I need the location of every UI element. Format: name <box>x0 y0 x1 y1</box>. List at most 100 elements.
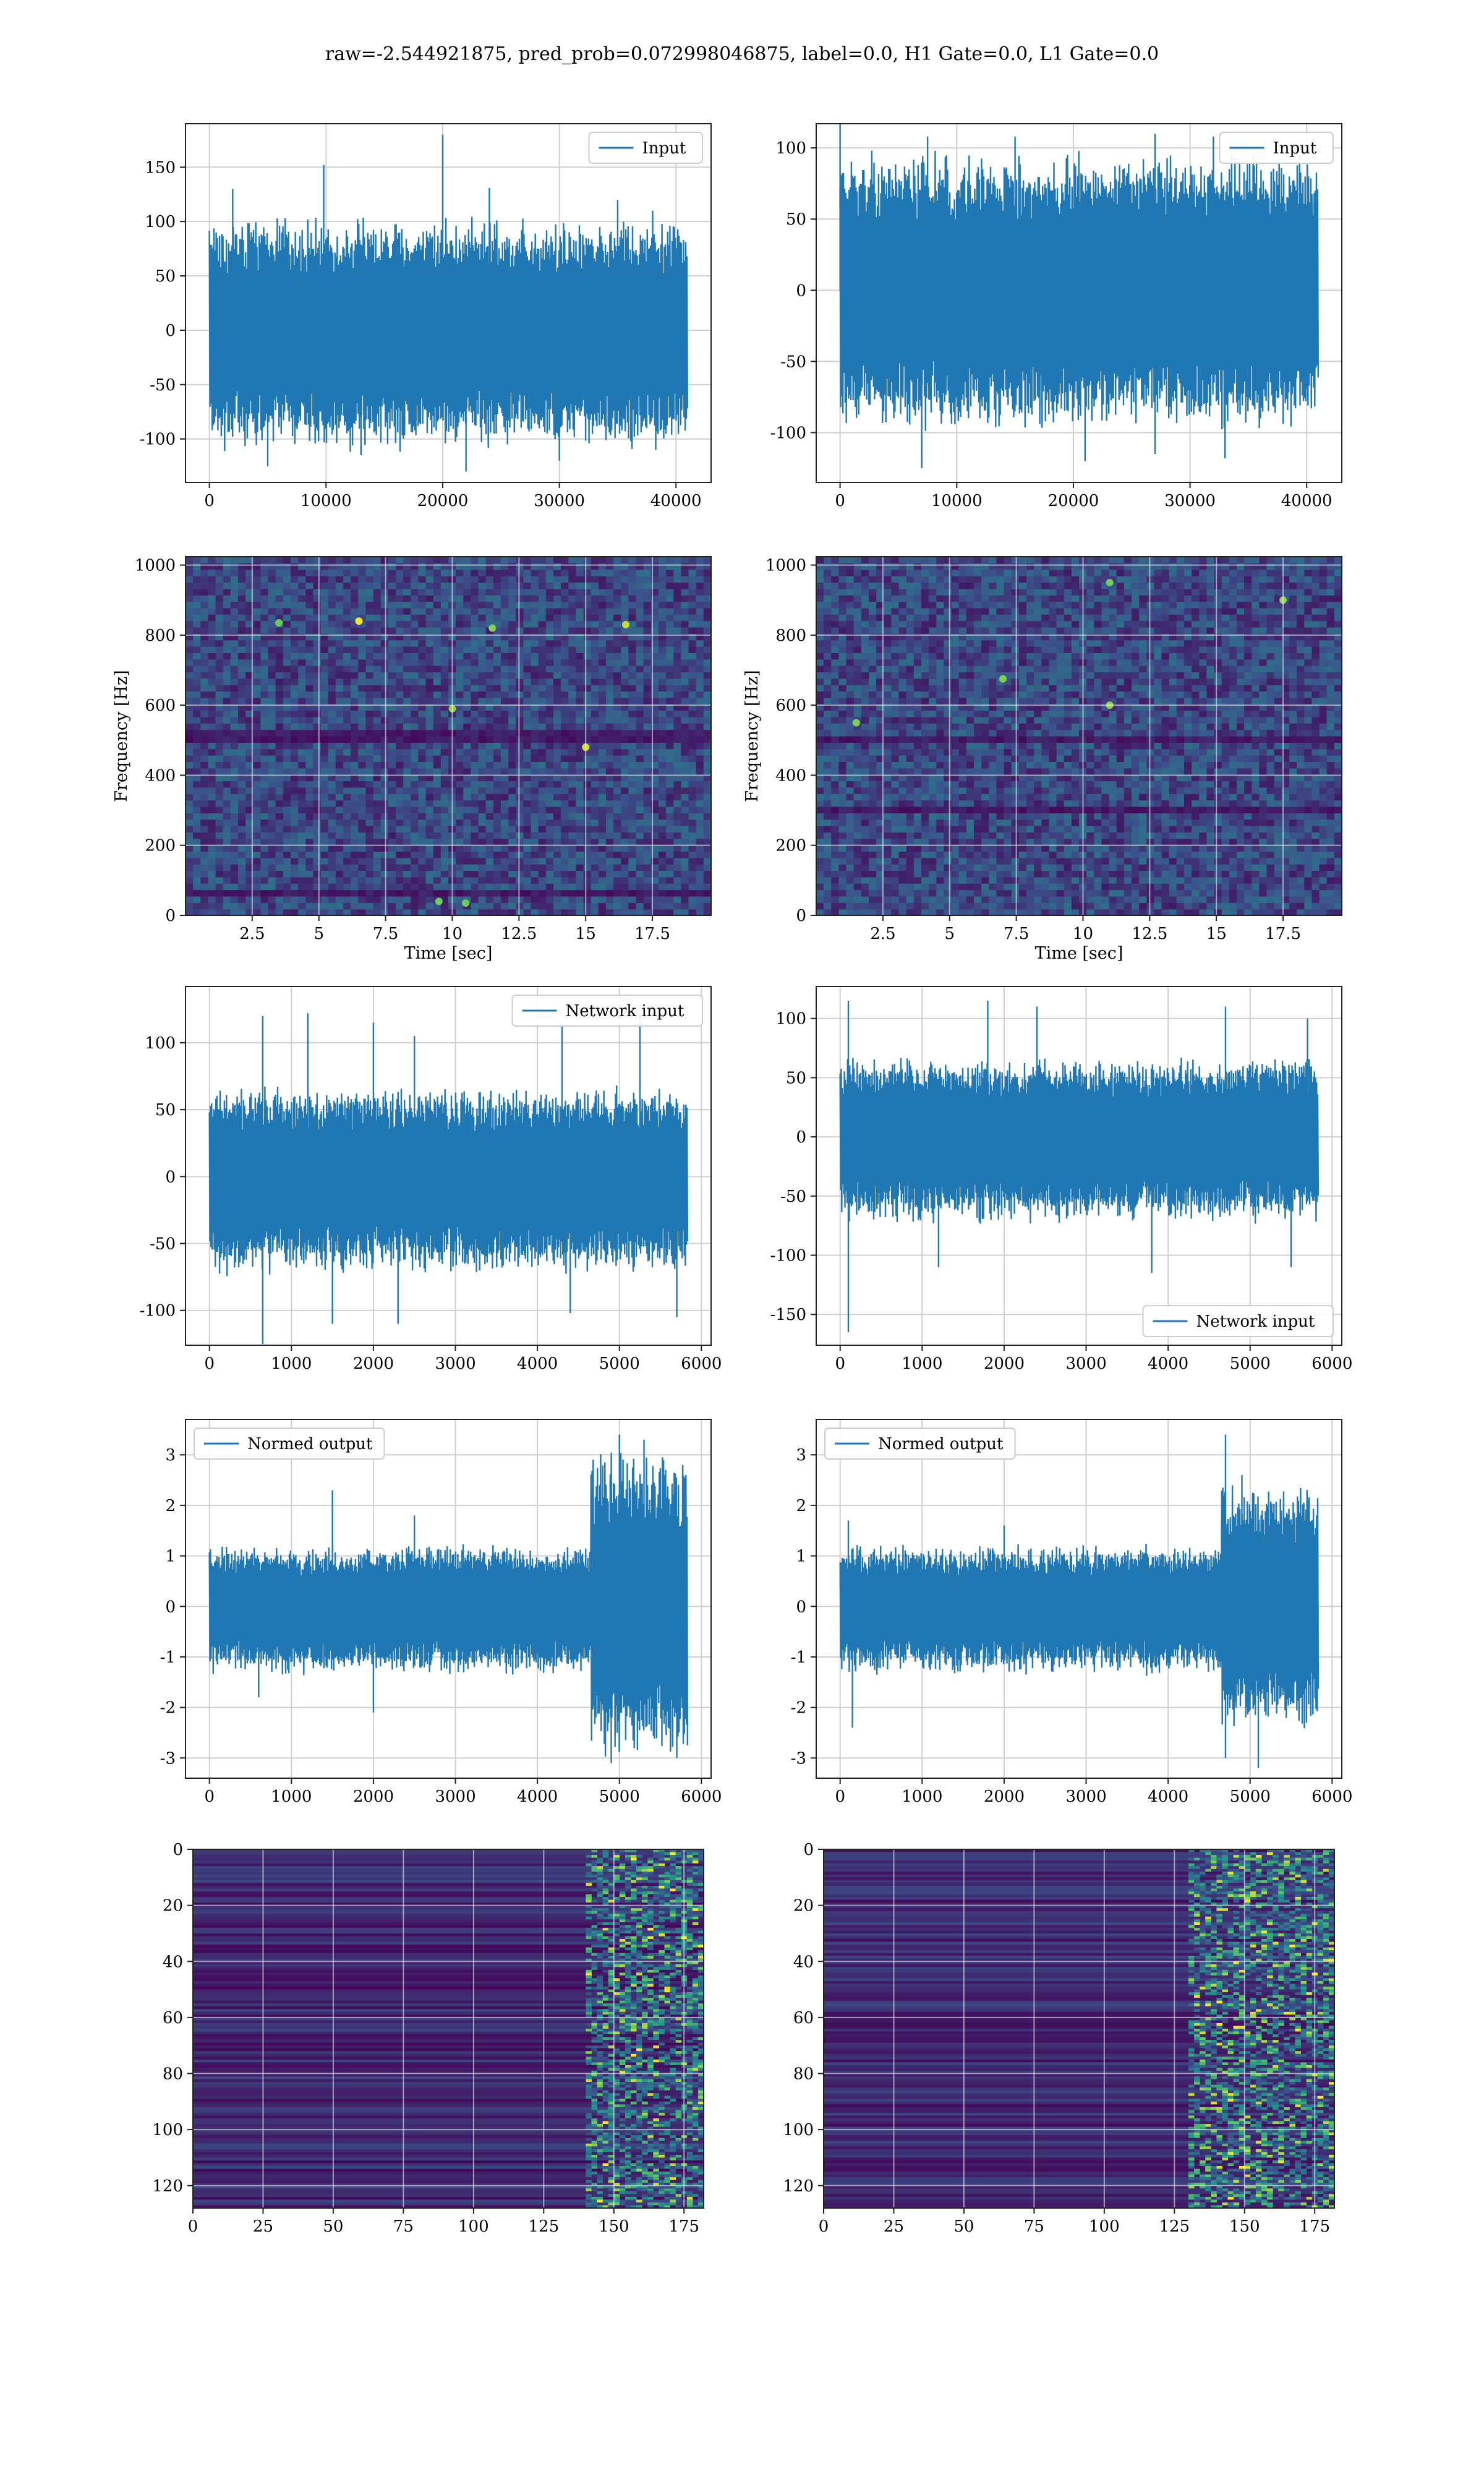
heatmap-cell <box>268 716 276 724</box>
heatmap-cell <box>650 787 659 794</box>
heatmap-cell <box>516 909 524 916</box>
heatmap-cell <box>869 909 877 916</box>
heatmap-cell <box>403 633 411 641</box>
heatmap-cell <box>268 806 276 813</box>
heatmap-cell <box>921 729 929 737</box>
heatmap-cell <box>891 697 900 704</box>
heatmap-cell <box>561 563 569 570</box>
heatmap-cell <box>681 826 689 833</box>
heatmap-cell <box>328 768 336 775</box>
heatmap-cell <box>463 883 472 891</box>
heatmap-cell <box>493 640 501 647</box>
heatmap-cell <box>568 838 577 845</box>
heatmap-cell <box>688 685 697 692</box>
heatmap-cell <box>696 691 704 698</box>
heatmap-cell <box>591 640 599 647</box>
heatmap-cell <box>440 666 449 673</box>
heatmap-cell <box>320 819 329 826</box>
heatmap-cell <box>373 883 382 891</box>
heatmap-cell <box>681 666 689 673</box>
heatmap-cell <box>388 588 396 596</box>
heatmap-cell <box>538 576 547 583</box>
heatmap-cell <box>666 569 674 576</box>
heatmap-cell <box>831 601 840 609</box>
heatmap-cell <box>493 826 501 833</box>
heatmap-cell <box>403 851 411 858</box>
heatmap-cell <box>606 557 614 563</box>
heatmap-cell <box>643 857 652 865</box>
heatmap-cell <box>358 678 367 685</box>
heatmap-cell <box>598 883 607 891</box>
heatmap-cell <box>891 601 900 609</box>
heatmap-cell <box>553 819 561 826</box>
heatmap-cell <box>876 902 884 910</box>
heatmap-cell <box>606 672 614 679</box>
heatmap-cell <box>824 633 832 641</box>
heatmap-cell <box>853 845 862 852</box>
heatmap-cell <box>583 627 592 634</box>
heatmap-cell <box>275 627 284 634</box>
heatmap-cell <box>659 889 667 897</box>
heatmap-cell <box>298 653 306 660</box>
heatmap-cell <box>884 889 892 897</box>
heatmap-cell <box>298 704 306 711</box>
heatmap-cell <box>215 857 224 865</box>
heatmap-cell <box>268 857 276 865</box>
heatmap-cell <box>681 902 689 910</box>
heatmap-cell <box>485 806 494 813</box>
heatmap-cell <box>245 569 254 576</box>
heatmap-cell <box>576 614 584 622</box>
heatmap-cell <box>816 588 824 596</box>
heatmap-cell <box>703 819 712 826</box>
heatmap-cell <box>298 902 306 910</box>
heatmap-cell <box>186 563 194 570</box>
heatmap-cell <box>230 633 239 641</box>
heatmap-cell <box>898 646 907 653</box>
heatmap-cell <box>568 742 577 750</box>
heatmap-cell <box>501 876 509 884</box>
heatmap-cell <box>688 659 697 666</box>
heatmap-cell <box>538 704 547 711</box>
heatmap-cell <box>358 857 367 865</box>
heatmap-cell <box>238 576 246 583</box>
heatmap-cell <box>245 845 254 852</box>
heatmap-cell <box>576 806 584 813</box>
heatmap-cell <box>831 748 840 756</box>
heatmap-cell <box>913 691 922 698</box>
heatmap-cell <box>291 633 299 641</box>
heatmap-cell <box>576 761 584 769</box>
heatmap-cell <box>921 723 929 730</box>
heatmap-cell <box>508 723 516 730</box>
heatmap-cell <box>440 813 449 820</box>
heatmap-cell <box>501 595 509 602</box>
heatmap-cell <box>283 620 291 628</box>
heatmap-cell <box>598 909 607 916</box>
heatmap-cell <box>688 748 697 756</box>
heatmap-cell <box>335 864 344 871</box>
heatmap-cell <box>516 697 524 704</box>
heatmap-cell <box>921 685 929 692</box>
heatmap-cell <box>861 607 869 615</box>
heatmap-cell <box>456 601 464 609</box>
heatmap-cell <box>320 787 329 794</box>
heatmap-cell <box>621 857 629 865</box>
heatmap-cell <box>501 563 509 570</box>
heatmap-cell <box>313 902 322 910</box>
heatmap-cell <box>568 576 577 583</box>
heatmap-cell <box>929 876 937 884</box>
heatmap-cell <box>358 729 367 737</box>
heatmap-cell <box>643 813 652 820</box>
heatmap-cell <box>816 672 824 679</box>
heatmap-cell <box>891 787 900 794</box>
heatmap-cell <box>313 851 322 858</box>
heatmap-cell <box>418 640 427 647</box>
heatmap-cell <box>463 723 472 730</box>
heatmap-cell <box>313 595 322 602</box>
heatmap-cell <box>485 742 494 750</box>
heatmap-cell <box>343 563 351 570</box>
heatmap-cell <box>313 672 322 679</box>
heatmap-cell <box>215 653 224 660</box>
heatmap-cell <box>606 781 614 788</box>
heatmap-cell <box>238 909 246 916</box>
heatmap-cell <box>501 800 509 807</box>
